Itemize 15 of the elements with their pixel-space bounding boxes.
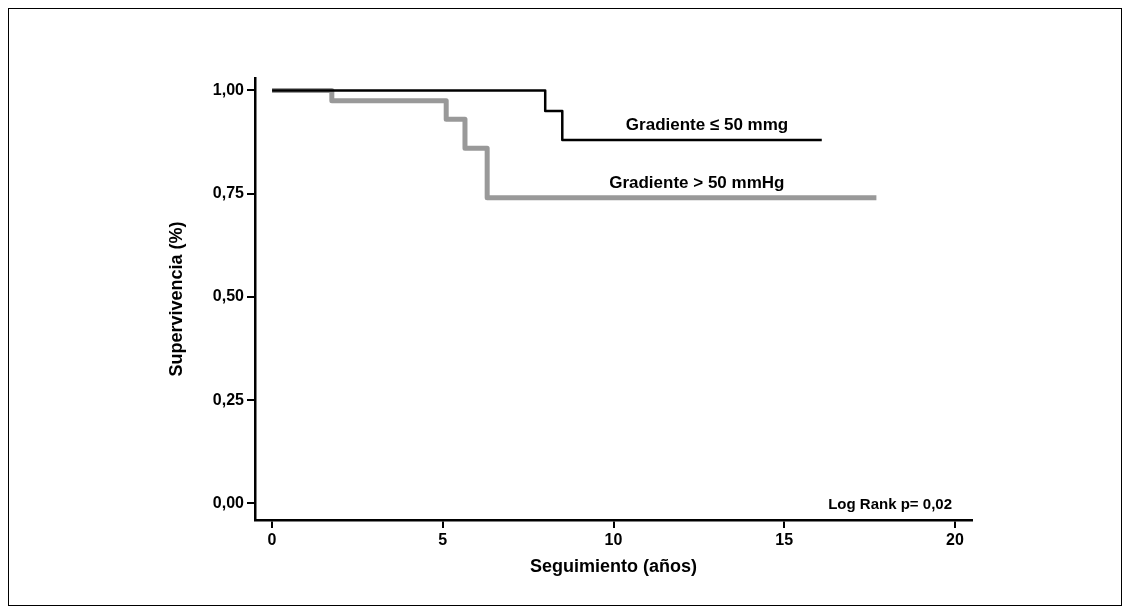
- y-axis-title: Supervivencia (%): [165, 221, 186, 377]
- x-tick-label: 15: [775, 531, 794, 549]
- series-label: Gradiente > 50 mmHg: [609, 172, 785, 192]
- y-tick-label: 0,50: [212, 287, 245, 305]
- annotation: Log Rank p= 0,02: [828, 494, 952, 512]
- x-tick-label: 20: [946, 531, 964, 549]
- y-tick-label: 0,75: [212, 184, 245, 202]
- x-tick-label: 5: [438, 531, 448, 549]
- x-tick-label: 10: [604, 531, 623, 549]
- x-axis-title: Seguimiento (años): [529, 555, 698, 576]
- y-tick-label: 1,00: [212, 80, 245, 98]
- y-tick-label: 0,25: [212, 390, 245, 408]
- series-label: Gradiente ≤ 50 mmg: [625, 115, 789, 135]
- y-tick-label: 0,00: [212, 493, 245, 511]
- x-tick-label: 0: [267, 531, 277, 549]
